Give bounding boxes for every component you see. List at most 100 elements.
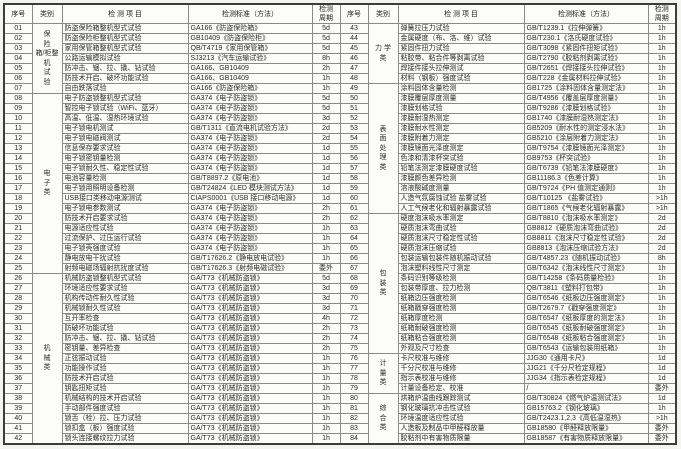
- category-cell: 保 险 箱/柜整 机 试 验: [31, 23, 63, 94]
- test-standard-cell: GB11186.3《色差计算》: [523, 173, 649, 184]
- test-standard-cell: GB/T9286《漆膜划格试验》: [523, 103, 649, 114]
- row-number: 69: [339, 283, 369, 294]
- category-cell: 力 学 类: [367, 23, 399, 84]
- test-item-cell: 烘箱炉温曲线跟踪测试: [397, 393, 525, 404]
- table-row: 04 公路运输模拟试验 SJ3213《汽车运输试验》 8h 46 粘胶带、粘合件等剥离试验…: [3, 53, 677, 64]
- row-number: 61: [339, 203, 369, 214]
- header-period-right: 检测 周期: [647, 3, 677, 24]
- table-row: 19 电子锁电参数测试 GA374《电子防盗锁》 2h 61 人工气候老化和辐射暴露试验 G…: [3, 203, 677, 214]
- test-item-cell: 外观及尺寸检查: [397, 343, 525, 354]
- test-period-cell: 1d: [311, 173, 341, 184]
- test-item-cell: 纸箱粘合强度检测: [397, 333, 525, 344]
- test-period-cell: 1h: [647, 153, 677, 164]
- test-period-cell: 1h: [647, 333, 677, 344]
- test-period-cell: 4h: [311, 313, 341, 324]
- test-standard-cell: GA/T73《机械防盗锁》: [187, 283, 313, 294]
- test-item-cell: 硬度泡沫吸水率测定: [397, 213, 525, 224]
- test-standard-cell: GA374《电子防盗锁》: [187, 233, 313, 244]
- test-standard-cell: GA/T73《机械防盗锁》: [187, 333, 313, 344]
- test-item-cell: 信息保存要求试验: [61, 143, 189, 154]
- test-item-cell: 电子锁电参数测试: [61, 203, 189, 214]
- test-standard-cell: GA/T73《机械防盗锁》: [187, 303, 313, 314]
- test-period-cell: 5d: [311, 43, 341, 54]
- test-period-cell: 1h: [647, 173, 677, 184]
- test-standard-cell: GB/T230.1《洛氏硬度试验》: [523, 33, 649, 44]
- test-standard-cell: GB/T3098《紧固件扭矩试验》: [523, 43, 649, 54]
- row-number: 07: [3, 83, 33, 94]
- test-standard-cell: GB/T9754《漆膜镜面光泽测定》: [523, 143, 649, 154]
- test-item-cell: 焊接件接头拉伸测试: [397, 63, 525, 74]
- test-period-cell: 2d: [647, 223, 677, 234]
- test-item-cell: 互开率检查: [61, 313, 189, 324]
- category-cell: 表 面 处 理 类: [367, 83, 399, 214]
- table-row: 02 防盗保险柜整机型式试验 GB10409《防盗保险柜》 5d 44 金属硬度（布、洛、…: [3, 33, 677, 44]
- table-row: 20 防技术开启要求试验 GA374《电子防盗锁》 2h 62 包 装 类硬度泡沫吸水率测…: [3, 213, 677, 354]
- test-period-cell: 1h: [647, 133, 677, 144]
- test-period-cell: 8h: [647, 253, 677, 264]
- test-period-cell: 1h: [311, 83, 341, 94]
- row-number: 80: [339, 393, 369, 404]
- row-number: 50: [339, 93, 369, 104]
- test-standard-cell: GB1740《漆膜耐湿热测定法》: [523, 113, 649, 124]
- test-standard-cell: GB15763.2《钢化玻璃》: [523, 403, 649, 414]
- row-number: 62: [339, 213, 369, 224]
- test-item-cell: 电子锁密钥量检测: [61, 153, 189, 164]
- test-period-cell: 1d: [311, 143, 341, 154]
- table-row: 29 机械锁耐久性试验 GA/T73《机械防盗锁》 3d 71 纸箱戳穿强度检测 GB/T2…: [3, 303, 677, 314]
- test-period-cell: 1h: [311, 73, 341, 84]
- test-standard-cell: GB/T228《金属材料拉伸试验》: [523, 73, 649, 84]
- test-period-cell: 1h: [647, 313, 677, 324]
- test-period-cell: 1h: [311, 413, 341, 424]
- test-period-cell: 8h: [311, 53, 341, 64]
- test-item-cell: 环境适应性要求试验: [61, 283, 189, 294]
- row-number: 14: [3, 153, 33, 164]
- test-period-cell: 2d: [647, 213, 677, 224]
- row-number: 33: [3, 343, 33, 354]
- test-item-cell: 卡尺校准与维修: [397, 353, 525, 364]
- row-number: 77: [339, 363, 369, 374]
- test-period-cell: 5d: [311, 103, 341, 114]
- test-period-cell: 1d: [647, 393, 677, 404]
- row-number: 34: [3, 353, 33, 364]
- row-number: 57: [339, 163, 369, 174]
- test-item-cell: 正弦振动试验: [61, 353, 189, 364]
- test-period-cell: 1d: [647, 363, 677, 374]
- test-item-cell: 电子锁耐久性、稳定性试验: [61, 163, 189, 174]
- test-standard-cell: GB/T6543《运输包装用纸箱》: [523, 343, 649, 354]
- category-cell: 电 子 类: [31, 93, 63, 274]
- table-row: 38 机械结构的技术开启试验 GA/T73《机械防盗锁》 1h 80 综 合 类烘箱炉温曲…: [3, 393, 677, 445]
- header-row: 序号 类别 检 测 项 目 检测标准（方法） 检测 周期 序号 类别 检 测 项…: [3, 3, 677, 24]
- test-item-cell: 人造气氛腐蚀试验 盐雾试验: [397, 193, 525, 204]
- test-period-cell: 1h: [647, 293, 677, 304]
- test-period-cell: 1h: [647, 33, 677, 44]
- test-standard-cell: JJG30《通用卡尺》: [523, 353, 649, 364]
- row-number: 79: [339, 383, 369, 394]
- test-period-cell: 2h: [311, 63, 341, 74]
- test-item-cell: 涂料固体含量检测: [397, 83, 525, 94]
- test-item-cell: 家用保管箱整机型式试验: [61, 43, 189, 54]
- test-item-cell: 粘胶带、粘合件等剥离试验: [397, 53, 525, 64]
- test-item-cell: 钢化玻璃抗冲击性试验: [397, 403, 525, 414]
- test-period-cell: 1h: [647, 183, 677, 194]
- test-standard-cell: GB/T6342《泡沫线性尺寸测定》: [523, 263, 649, 274]
- category-cell: 计 量 类: [367, 353, 399, 394]
- table-row: 05 防冲击、锯、拉、撬、钻试验 GA166、GB10409 2h 47 焊接件接头拉伸测…: [3, 63, 677, 74]
- table-row: 07 自由跌落试验 GA166《防盗保险箱》 1h 49 表 面 处 理 类涂料固体含量检…: [3, 83, 677, 214]
- header-no-left: 序号: [3, 3, 33, 24]
- test-standard-cell: GA374《电子防盗锁》: [187, 103, 313, 114]
- table-row: 12 电子锁电磁阀测试 GA374《电子防盗锁》 2d 54 漆膜附着力测定 GB5210《…: [3, 133, 677, 144]
- row-number: 13: [3, 143, 33, 154]
- test-standard-cell: /: [523, 383, 649, 394]
- test-items-table-sheet: 序号 类别 检 测 项 目 检测标准（方法） 检测 周期 序号 类别 检 测 项…: [3, 3, 678, 445]
- row-number: 18: [3, 193, 33, 204]
- row-number: 73: [339, 323, 369, 334]
- test-period-cell: 1h: [311, 243, 341, 254]
- test-period-cell: 3d: [311, 113, 341, 124]
- test-period-cell: 1d: [311, 193, 341, 204]
- test-period-cell: 5d: [311, 23, 341, 34]
- row-number: 58: [339, 173, 369, 184]
- test-standard-cell: GB/T1311《直流电机试验方法》: [187, 123, 313, 134]
- test-period-cell: >1h: [647, 193, 677, 204]
- row-number: 45: [339, 43, 369, 54]
- test-item-cell: 溶液酸碱度测量: [397, 183, 525, 194]
